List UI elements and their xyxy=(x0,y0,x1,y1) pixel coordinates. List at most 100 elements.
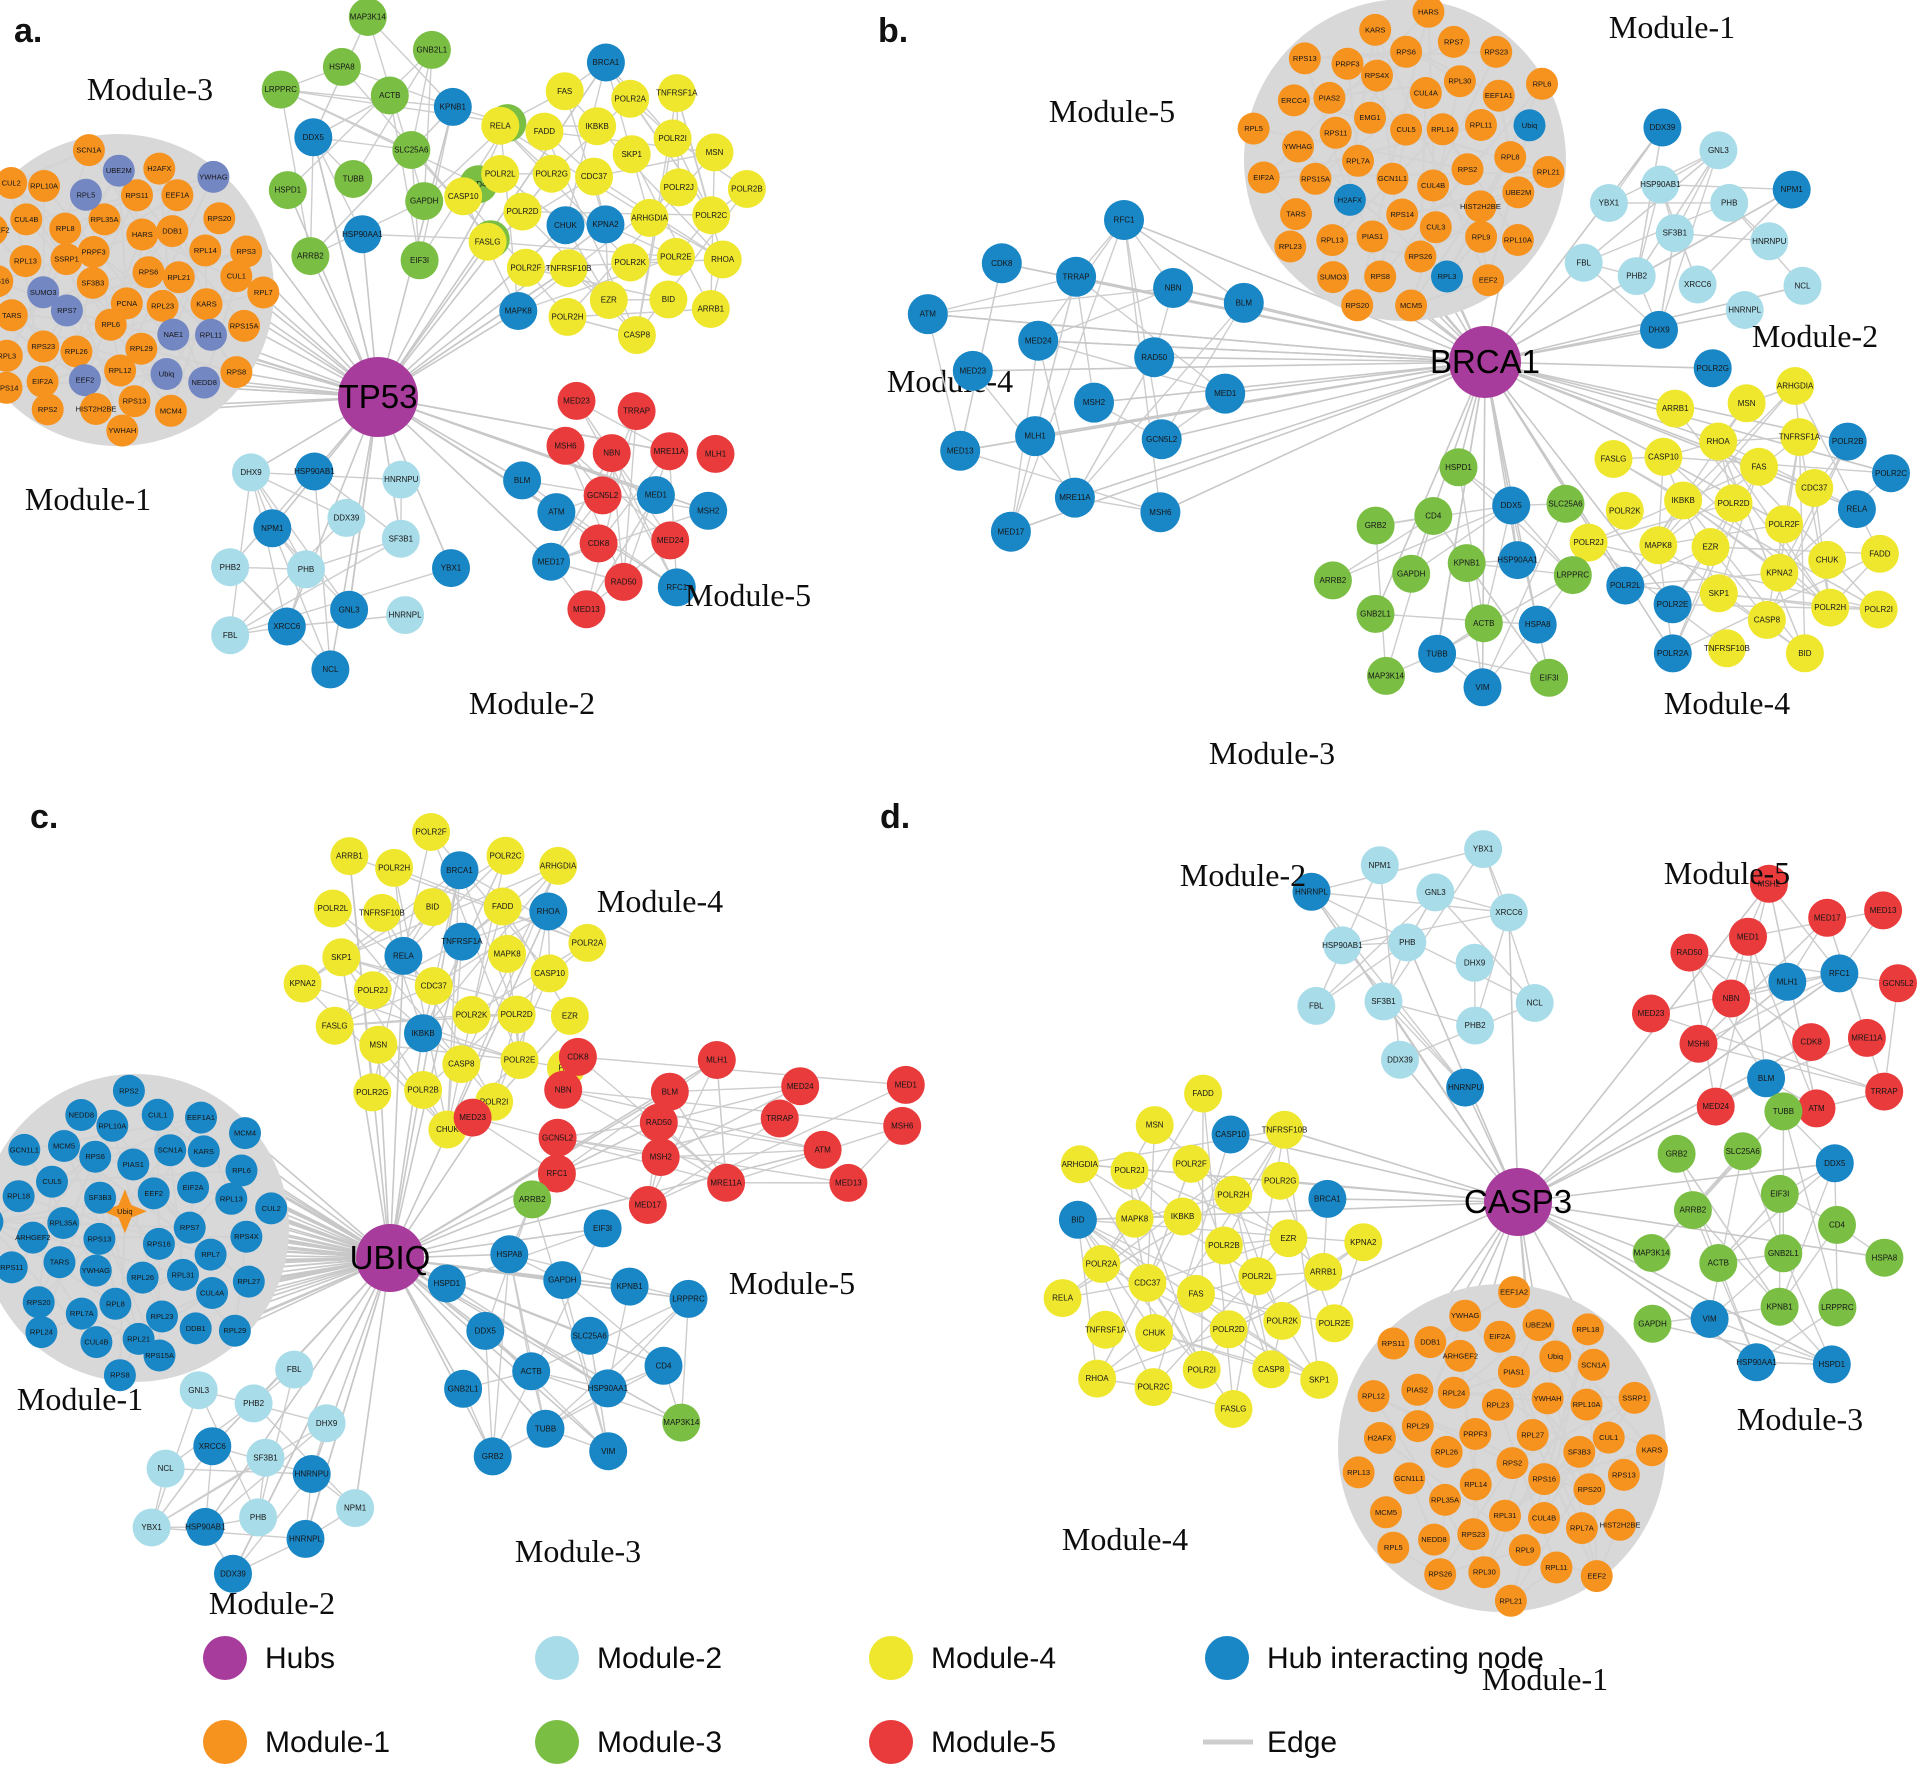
node-c-NEDD8 xyxy=(65,1099,98,1131)
edge xyxy=(676,92,712,216)
node-d-MED1 xyxy=(1729,917,1767,956)
hub-edge xyxy=(1484,361,1674,605)
edge xyxy=(1074,302,1245,499)
node-d-MCM5 xyxy=(1370,1496,1402,1529)
node-d-CASP10 xyxy=(1211,1115,1250,1154)
edge xyxy=(658,1085,801,1124)
node-c-RPL7A xyxy=(65,1297,98,1330)
edge xyxy=(229,538,402,636)
node-d-GAPDH xyxy=(1633,1304,1672,1343)
node-c-EIF2A xyxy=(177,1171,210,1204)
node-c-YWHAG xyxy=(79,1254,112,1287)
node-b-MED17 xyxy=(990,511,1031,552)
node-d-ARRB2 xyxy=(1673,1191,1712,1230)
edge xyxy=(117,170,128,304)
node-c-POLR2E xyxy=(500,1041,539,1080)
node-b-MLH1 xyxy=(1015,416,1056,457)
node-c-MSN xyxy=(359,1025,398,1064)
module-label-a-Module-5: Module-5 xyxy=(685,577,811,613)
node-b-CHUK xyxy=(1808,540,1847,579)
node-a-SKP1 xyxy=(612,135,651,174)
edge xyxy=(1688,952,1812,1043)
node-d-POLR2D xyxy=(1209,1310,1248,1349)
edge xyxy=(561,1279,664,1367)
edge xyxy=(647,1059,718,1206)
edge xyxy=(151,1526,306,1540)
edge xyxy=(1382,848,1484,1002)
edge xyxy=(334,906,434,1027)
edge xyxy=(1062,1194,1234,1299)
node-d-CUL4B xyxy=(1528,1502,1560,1534)
edge xyxy=(556,1059,718,1175)
node-c-BLM xyxy=(650,1072,689,1111)
node-a-POLR2C xyxy=(692,196,731,235)
node-b-TNFRSF1A xyxy=(1780,418,1819,457)
node-a-MLH1 xyxy=(696,434,735,473)
node-a-RPL11 xyxy=(195,318,227,351)
node-d-DDB1 xyxy=(1414,1326,1447,1359)
node-b-TUBB xyxy=(1418,634,1457,673)
edge xyxy=(1037,287,1174,342)
edge xyxy=(458,869,518,1015)
node-b-SF3B1 xyxy=(1655,214,1694,253)
node-c-ARHGEF2 xyxy=(16,1221,49,1254)
node-b-RPS11 xyxy=(1319,116,1352,149)
node-b-MCM5 xyxy=(1395,289,1428,322)
hub-edge xyxy=(1038,339,1486,363)
legend-swatch-Module-4 xyxy=(869,1636,913,1680)
node-c-TUBB xyxy=(526,1409,565,1448)
edge xyxy=(1697,883,1770,1044)
node-d-MSH2 xyxy=(1749,864,1788,903)
node-c-RPL35A xyxy=(47,1207,80,1239)
node-b-KARS xyxy=(1359,13,1392,46)
node-b-RPS23 xyxy=(1480,35,1513,68)
hub-edge xyxy=(1161,361,1486,440)
edge xyxy=(1190,1163,1272,1370)
node-d-FBL xyxy=(1297,986,1336,1025)
node-d-RPL10A xyxy=(1570,1388,1603,1421)
node-d-POLR2G xyxy=(1261,1161,1300,1200)
node-b-RPS20 xyxy=(1341,289,1374,322)
node-b-RPS4X xyxy=(1361,59,1393,92)
node-a-YWHAH xyxy=(106,414,139,447)
node-b-FADD xyxy=(1860,534,1899,573)
legend-label-Module-5: Module-5 xyxy=(931,1726,1056,1759)
edge xyxy=(927,276,1077,315)
edge xyxy=(1200,1093,1204,1370)
node-a-RPS3 xyxy=(230,235,263,268)
edge xyxy=(1161,302,1245,440)
edge xyxy=(1662,456,1720,594)
node-c-DDX39 xyxy=(214,1554,252,1593)
node-d-ARHGDIA xyxy=(1060,1145,1099,1184)
node-b-BID xyxy=(1785,634,1824,673)
legend-label-Hub interacting node: Hub interacting node xyxy=(1267,1642,1544,1675)
edge xyxy=(680,1298,690,1423)
node-a-RPL23 xyxy=(146,289,179,322)
node-a-POLR2G xyxy=(532,154,571,193)
edge xyxy=(1697,189,1793,285)
node-d-HNRNPU xyxy=(1446,1068,1485,1107)
edge xyxy=(459,869,588,944)
legend: Hubs Module-2 Module-4 Hub interacting node… xyxy=(203,1636,1544,1764)
node-b-RPL30 xyxy=(1443,65,1476,98)
edge xyxy=(1385,515,1434,677)
node-b-ARRB1 xyxy=(1656,389,1695,428)
node-a-RPL12 xyxy=(104,354,137,387)
node-c-RPS15A xyxy=(143,1339,176,1372)
node-d-BLM xyxy=(1747,1059,1786,1098)
node-a-MED24 xyxy=(651,521,690,560)
node-b-POLR2G xyxy=(1693,349,1732,388)
node-c-HSPA8 xyxy=(490,1235,529,1274)
module-label-d-Module-1: Module-1 xyxy=(1482,1661,1608,1697)
node-d-MED23 xyxy=(1632,994,1670,1033)
hub-UBIQ xyxy=(356,1224,424,1292)
node-a-YBX1 xyxy=(432,549,470,588)
edge xyxy=(91,194,138,284)
node-d-BRCA1 xyxy=(1308,1179,1347,1218)
node-c-MSH6 xyxy=(883,1106,922,1145)
node-a-RPL6 xyxy=(94,308,127,341)
node-c-MED17 xyxy=(628,1186,667,1224)
node-b-HSPD1 xyxy=(1439,448,1478,487)
node-c-VIM xyxy=(589,1432,628,1471)
node-a-CDK8 xyxy=(579,524,618,563)
